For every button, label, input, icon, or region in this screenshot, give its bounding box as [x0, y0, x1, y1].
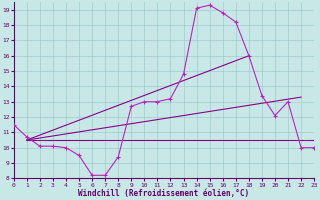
X-axis label: Windchill (Refroidissement éolien,°C): Windchill (Refroidissement éolien,°C) [78, 189, 250, 198]
